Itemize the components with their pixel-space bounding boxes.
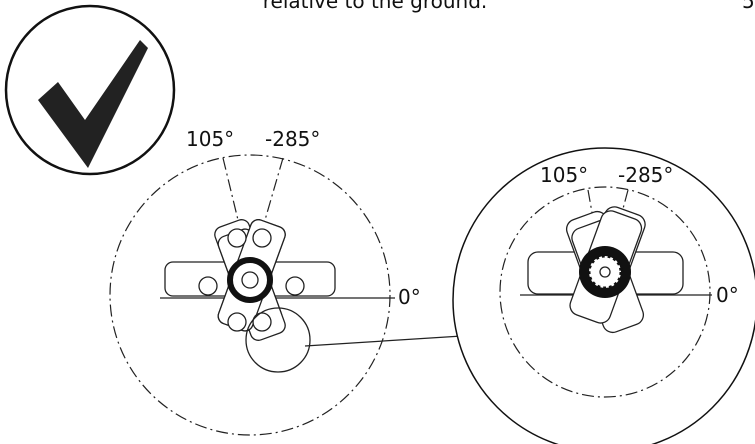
- angle-label: 105°: [186, 127, 234, 151]
- detail-diagram: 105° -285° 0°: [453, 148, 755, 444]
- angle-label: 0°: [716, 283, 739, 307]
- header-text: relative to the ground.: [263, 0, 488, 13]
- angle-label: -285°: [618, 163, 673, 187]
- left-diagram: 105° -285° 0°: [110, 127, 462, 435]
- page: relative to the ground. 5 105° -285° 0°: [0, 0, 755, 444]
- angle-label: -285°: [265, 127, 320, 151]
- angle-label: 105°: [540, 163, 588, 187]
- check-icon: [6, 6, 174, 174]
- corner-mark: 5: [742, 0, 755, 13]
- angle-label: 0°: [398, 285, 421, 309]
